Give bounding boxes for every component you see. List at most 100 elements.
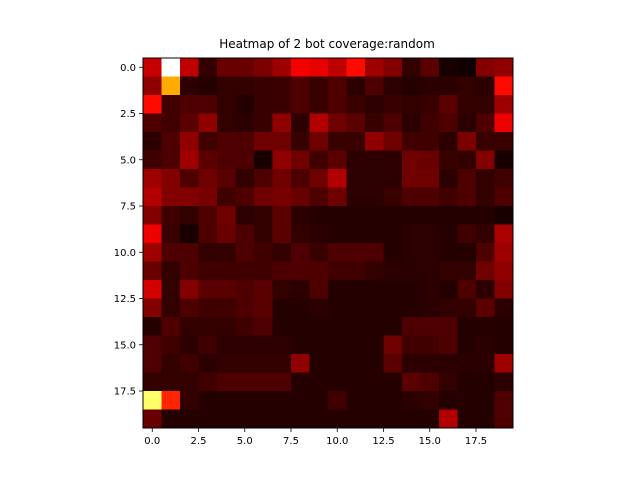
heatmap-cell: [309, 206, 329, 225]
heatmap-cell: [217, 298, 236, 318]
heatmap-cell: [365, 354, 384, 373]
heatmap-cell: [383, 206, 403, 225]
heatmap-cell: [180, 243, 199, 262]
heatmap-cell: [328, 335, 347, 355]
heatmap-cell: [143, 76, 162, 96]
heatmap-cell: [476, 187, 495, 207]
x-tick-label: 10.0: [326, 436, 348, 447]
heatmap-cell: [272, 298, 292, 318]
heatmap-cell: [346, 224, 366, 244]
heatmap-cell: [309, 187, 329, 207]
heatmap-cell: [420, 150, 440, 170]
heatmap-cell: [439, 95, 458, 114]
heatmap-cell: [457, 280, 477, 299]
heatmap-cell: [439, 132, 458, 151]
heatmap-cell: [235, 298, 255, 318]
heatmap-cell: [476, 317, 495, 336]
heatmap-cell: [383, 261, 403, 281]
heatmap-cell: [217, 113, 236, 133]
heatmap-cell: [180, 280, 199, 299]
heatmap-cell: [272, 335, 292, 355]
heatmap-cell: [365, 58, 384, 77]
heatmap-cell: [402, 409, 421, 429]
heatmap-cell: [402, 391, 421, 410]
heatmap-cell: [198, 354, 218, 373]
heatmap-cell: [494, 132, 514, 151]
heatmap-cell: [254, 113, 273, 133]
heatmap-cell: [439, 224, 458, 244]
heatmap-cell: [161, 76, 181, 96]
heatmap-cell: [235, 372, 255, 392]
heatmap-cell: [309, 354, 329, 373]
heatmap-cell: [328, 298, 347, 318]
heatmap-cell: [494, 409, 514, 429]
heatmap-cell: [328, 354, 347, 373]
heatmap-cell: [328, 150, 347, 170]
heatmap-cell: [365, 298, 384, 318]
heatmap-cell: [383, 280, 403, 299]
heatmap-cell: [383, 409, 403, 429]
heatmap-cell: [476, 391, 495, 410]
heatmap-cell: [272, 169, 292, 188]
heatmap-cell: [439, 261, 458, 281]
heatmap-cell: [198, 335, 218, 355]
heatmap-cell: [328, 280, 347, 299]
heatmap-cell: [457, 169, 477, 188]
heatmap-cell: [180, 391, 199, 410]
heatmap-cell: [143, 280, 162, 299]
heatmap-cell: [161, 317, 181, 336]
heatmap-cell: [457, 58, 477, 77]
x-tick-label: 12.5: [372, 436, 394, 447]
heatmap-cell: [402, 335, 421, 355]
heatmap-cell: [143, 354, 162, 373]
heatmap-cell: [346, 335, 366, 355]
heatmap-cell: [494, 150, 514, 170]
heatmap-cell: [346, 58, 366, 77]
heatmap-cell: [161, 132, 181, 151]
heatmap-cell: [198, 391, 218, 410]
heatmap-cell: [309, 113, 329, 133]
heatmap-cell: [420, 298, 440, 318]
heatmap-cell: [291, 298, 310, 318]
heatmap-cell: [439, 187, 458, 207]
heatmap-cell: [494, 169, 514, 188]
heatmap-cell: [346, 169, 366, 188]
heatmap-cell: [494, 261, 514, 281]
heatmap-cell: [402, 298, 421, 318]
heatmap-cell: [365, 372, 384, 392]
heatmap-cell: [346, 372, 366, 392]
heatmap-cell: [476, 169, 495, 188]
heatmap-cell: [161, 113, 181, 133]
heatmap-cell: [198, 76, 218, 96]
heatmap-cell: [494, 372, 514, 392]
x-tick-label: 15.0: [419, 436, 441, 447]
heatmap-cell: [254, 169, 273, 188]
heatmap-cell: [143, 95, 162, 114]
heatmap-cell: [254, 317, 273, 336]
heatmap-cell: [420, 187, 440, 207]
heatmap-cell: [272, 409, 292, 429]
heatmap-cell: [291, 335, 310, 355]
heatmap-cell: [180, 76, 199, 96]
heatmap-cell: [291, 391, 310, 410]
heatmap-cell: [402, 280, 421, 299]
heatmap-cell: [198, 187, 218, 207]
heatmap-cell: [365, 187, 384, 207]
heatmap-cell: [457, 187, 477, 207]
heatmap-cell: [217, 95, 236, 114]
heatmap-cell: [235, 354, 255, 373]
heatmap-cell: [254, 150, 273, 170]
heatmap-cell: [476, 206, 495, 225]
heatmap-cell: [457, 206, 477, 225]
heatmap-cell: [365, 169, 384, 188]
heatmap-cell: [272, 150, 292, 170]
heatmap-cell: [235, 409, 255, 429]
heatmap-cell: [494, 317, 514, 336]
heatmap-cell: [328, 132, 347, 151]
y-tick-label: 15.0: [114, 340, 136, 351]
heatmap-cell: [383, 354, 403, 373]
heatmap-cell: [180, 298, 199, 318]
heatmap-cell: [383, 224, 403, 244]
heatmap-cell: [439, 150, 458, 170]
